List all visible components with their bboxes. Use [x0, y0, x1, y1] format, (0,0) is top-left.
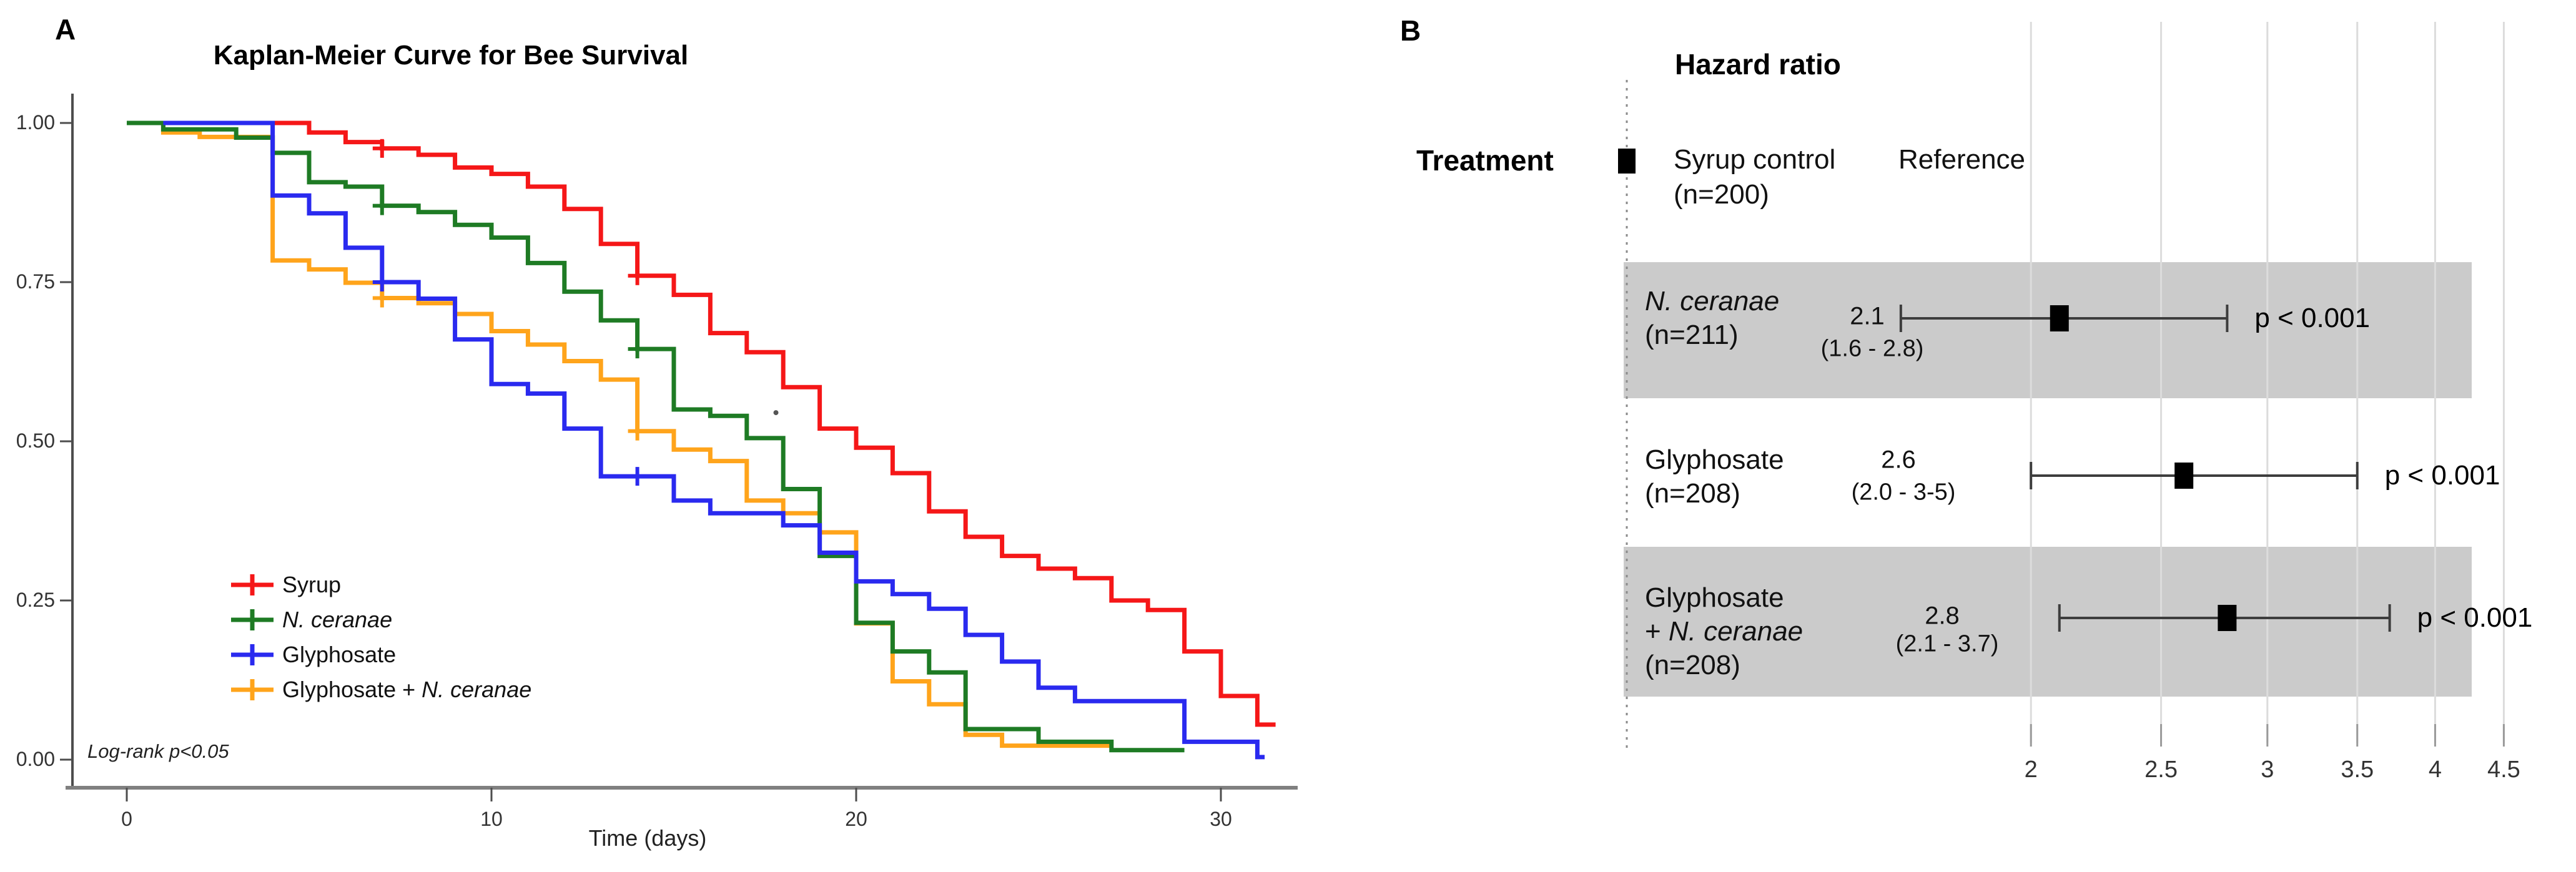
- forest-row-p-value: p < 0.001: [2384, 460, 2500, 491]
- forest-row-estimate: 2.8: [1925, 602, 1960, 630]
- hr-tick-label: 4: [2428, 757, 2442, 783]
- forest-row-p-value: p < 0.001: [2417, 602, 2533, 633]
- forest-row-ci: (2.1 - 3.7): [1895, 630, 1999, 657]
- y-tick-label: 0.00: [16, 748, 55, 770]
- reference-square-marker: [1618, 149, 1636, 174]
- treatment-column-header: Treatment: [1416, 144, 1554, 177]
- forest-row-treatment-line: Glyphosate: [1645, 582, 1784, 614]
- x-tick-label: 20: [845, 808, 867, 830]
- log-rank-annotation: Log-rank p<0.05: [87, 740, 229, 762]
- forest-row-treatment-line: Glyphosate: [1645, 444, 1784, 476]
- y-tick-label: 1.00: [16, 111, 55, 134]
- hr-tick-label: 3.5: [2341, 757, 2374, 783]
- forest-row-ci: (1.6 - 2.8): [1820, 335, 1924, 362]
- km-curve-syrup: [127, 120, 1276, 727]
- stray-dot: [773, 410, 779, 416]
- text-part: (n=211): [1645, 320, 1739, 350]
- panel-a-label: A: [55, 13, 76, 46]
- panel-a-x-axis-label: Time (days): [588, 825, 707, 851]
- forest-row-treatment-line: (n=211): [1645, 320, 1739, 351]
- x-tick-label: 10: [480, 808, 503, 830]
- forest-row-treatment-line: + N. ceranae: [1645, 616, 1803, 647]
- forest-row-treatment-line: (n=208): [1645, 650, 1740, 681]
- text-part: N. ceranae: [422, 677, 532, 702]
- legend-label-n-ceranae: N. ceranae: [282, 607, 392, 633]
- shaded-row-band: [1624, 547, 2472, 697]
- x-tick-label: 30: [1210, 808, 1232, 830]
- hr-square-marker: [2218, 605, 2237, 631]
- hr-tick-label: 2.5: [2144, 757, 2178, 783]
- km-curve-n-ceranae: [127, 120, 1185, 753]
- reference-row-value: Reference: [1898, 144, 2026, 175]
- y-tick-label: 0.50: [16, 429, 55, 452]
- y-tick-label: 0.25: [16, 589, 55, 611]
- legend-label-syrup: Syrup: [282, 572, 341, 598]
- forest-row-treatment-line: N. ceranae: [1645, 286, 1779, 317]
- hr-tick-label: 4.5: [2487, 757, 2520, 783]
- text-part: N. ceranae: [282, 607, 393, 632]
- x-tick-label: 0: [121, 808, 132, 830]
- panel-b-label: B: [1400, 14, 1421, 47]
- reference-row-treatment: Syrup control: [1674, 144, 1836, 175]
- forest-row-estimate: 2.1: [1850, 302, 1885, 330]
- forest-row-estimate: 2.6: [1881, 446, 1916, 474]
- hr-tick-label: 3: [2261, 757, 2274, 783]
- panel-a-title: Kaplan-Meier Curve for Bee Survival: [213, 40, 689, 71]
- hr-tick-label: 2: [2024, 757, 2038, 783]
- reference-row-n: (n=200): [1674, 179, 1769, 210]
- y-tick-label: 0.75: [16, 270, 55, 293]
- forest-row-p-value: p < 0.001: [2254, 303, 2371, 333]
- hr-square-marker: [2050, 305, 2069, 331]
- forest-row-treatment-line: (n=208): [1645, 478, 1740, 509]
- legend-label-glyphosate: Glyphosate: [282, 642, 396, 668]
- shaded-row-band: [1624, 262, 2472, 398]
- text-part: Glyphosate: [1645, 444, 1784, 475]
- panel-b-title: Hazard ratio: [1675, 48, 1841, 81]
- text-part: (n=208): [1645, 650, 1740, 680]
- text-part: Glyphosate +: [282, 677, 422, 702]
- hr-square-marker: [2174, 463, 2194, 489]
- forest-row-ci: (2.0 - 3-5): [1851, 479, 1956, 506]
- text-part: N. ceranae: [1668, 616, 1804, 647]
- text-part: +: [1645, 616, 1669, 647]
- km-curve-glyphosate-n-ceranae: [127, 120, 1112, 748]
- text-part: Glyphosate: [1645, 582, 1784, 613]
- text-part: N. ceranae: [1645, 286, 1780, 316]
- text-part: Syrup: [282, 572, 342, 597]
- text-part: Glyphosate: [282, 642, 397, 667]
- text-part: (n=208): [1645, 478, 1740, 509]
- legend-label-glyphosate-n-ceranae: Glyphosate + N. ceranae: [282, 677, 531, 703]
